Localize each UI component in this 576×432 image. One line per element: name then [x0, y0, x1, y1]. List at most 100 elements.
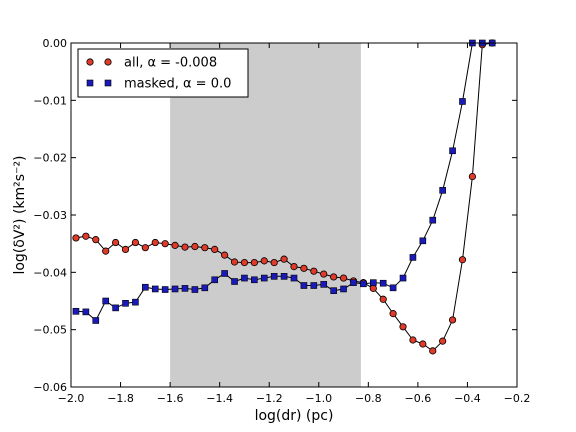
- data-point: [458, 256, 467, 264]
- data-point: [310, 282, 318, 289]
- x-tick-label: −0.2: [504, 392, 531, 405]
- data-point: [102, 247, 110, 255]
- data-point: [131, 238, 140, 247]
- data-point: [211, 245, 219, 253]
- legend: all, α = -0.008 masked, α = 0.0: [77, 48, 249, 98]
- legend-marker: [104, 79, 112, 87]
- data-point: [459, 98, 466, 105]
- data-point: [92, 317, 100, 324]
- x-tick-label: −1.0: [305, 392, 332, 405]
- data-point: [221, 270, 228, 277]
- data-point: [251, 276, 258, 284]
- data-point: [72, 234, 80, 242]
- legend-items: all, α = -0.008 masked, α = 0.0: [86, 56, 231, 92]
- shaded-region: [170, 43, 361, 387]
- data-point: [141, 244, 149, 252]
- data-point: [221, 251, 229, 259]
- data-point: [181, 243, 189, 251]
- data-point: [72, 308, 80, 315]
- data-point: [241, 274, 248, 282]
- data-point: [112, 238, 120, 247]
- data-point: [379, 295, 387, 303]
- y-axis-label: log(δV²) (km²s⁻²): [12, 155, 28, 274]
- legend-label: all, α = -0.008: [124, 56, 217, 71]
- data-point: [429, 347, 437, 355]
- data-point: [161, 240, 169, 248]
- data-point: [409, 254, 417, 261]
- data-point: [122, 299, 129, 307]
- data-point: [448, 316, 457, 324]
- data-point: [191, 286, 199, 293]
- data-point: [320, 270, 328, 278]
- legend-box: [77, 48, 249, 98]
- y-tick-label: −0.06: [33, 381, 67, 394]
- plot-frame: [70, 42, 518, 388]
- data-point: [360, 280, 367, 288]
- y-tick-label: −0.05: [33, 324, 67, 337]
- data-point: [300, 264, 308, 272]
- data-point: [102, 297, 109, 305]
- y-tick-label: 0.00: [43, 37, 68, 50]
- data-point: [290, 274, 298, 282]
- legend-label: masked, α = 0.0: [124, 77, 231, 92]
- x-tick-label: −0.6: [405, 392, 432, 405]
- data-point: [260, 274, 268, 282]
- legend-marker: [86, 79, 94, 87]
- data-point: [112, 304, 119, 312]
- data-point: [161, 286, 169, 293]
- x-tick-label: −1.4: [206, 392, 233, 405]
- data-point: [350, 279, 357, 286]
- data-point: [231, 278, 238, 285]
- data-point: [300, 282, 308, 289]
- data-point: [82, 308, 90, 316]
- data-point: [171, 285, 179, 293]
- data-point: [142, 283, 149, 291]
- data-point: [82, 232, 90, 240]
- data-point: [439, 187, 446, 194]
- data-point: [449, 147, 456, 155]
- data-point: [399, 274, 407, 282]
- data-point: [211, 276, 219, 284]
- data-point: [399, 323, 407, 331]
- y-tick-label: −0.03: [33, 209, 67, 222]
- data-point: [151, 238, 159, 247]
- data-point: [419, 340, 427, 348]
- data-point: [270, 273, 278, 280]
- x-tick-label: −0.8: [355, 392, 382, 405]
- data-point: [389, 284, 397, 292]
- legend-marker: [104, 58, 112, 66]
- series-layer: [72, 39, 496, 355]
- data-point: [280, 273, 288, 280]
- data-point: [330, 273, 338, 281]
- legend-marker: [86, 58, 94, 66]
- series-1: [72, 39, 496, 355]
- data-point: [369, 284, 377, 292]
- x-tick-label: −0.4: [454, 392, 481, 405]
- data-point: [439, 337, 447, 345]
- data-point: [310, 267, 318, 275]
- data-point: [339, 274, 348, 282]
- x-axis-label: log(dr) (pc): [255, 408, 334, 424]
- data-point: [320, 281, 328, 288]
- data-point: [250, 258, 258, 267]
- data-point: [340, 285, 347, 293]
- data-point: [92, 236, 100, 244]
- y-tick-label: −0.01: [33, 94, 67, 107]
- data-point: [132, 298, 139, 306]
- data-point: [330, 287, 337, 294]
- data-point: [468, 172, 476, 181]
- series-2: [72, 39, 496, 324]
- axis-ticks: −2.0 −1.8 −1.6 −1.4 −1.2 −1.0 −0.8 −0.6 −0.4 −0.2…: [33, 37, 530, 405]
- x-tick-label: −1.6: [157, 392, 184, 405]
- data-point: [191, 242, 199, 251]
- data-point: [419, 237, 427, 245]
- data-point: [151, 285, 159, 293]
- data-point: [369, 279, 377, 286]
- data-point: [121, 245, 130, 253]
- data-point: [181, 285, 189, 292]
- data-point: [290, 262, 298, 271]
- data-point: [201, 284, 209, 292]
- x-tick-label: −1.8: [107, 392, 134, 405]
- data-point: [240, 258, 249, 267]
